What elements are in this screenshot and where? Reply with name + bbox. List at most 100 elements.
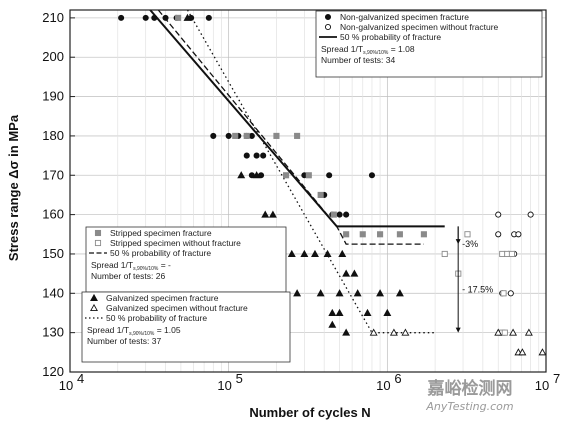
legend-label: Galvanized specimen fracture <box>106 293 219 303</box>
y-tick-label: 140 <box>42 285 64 300</box>
y-tick-label: 180 <box>42 128 64 143</box>
legend-box <box>85 226 287 293</box>
legend-box <box>315 10 543 78</box>
point-series-5 <box>401 328 410 336</box>
legend-tests: Number of tests: 34 <box>321 55 395 65</box>
data-points <box>118 13 547 356</box>
legend-label: 50 % probability of fracture <box>340 32 441 42</box>
point-series-0 <box>151 14 158 21</box>
point-series-4 <box>328 308 337 316</box>
point-series-0 <box>336 211 343 218</box>
point-series-3 <box>508 250 515 258</box>
point-series-4 <box>342 328 351 336</box>
point-series-4 <box>338 249 347 257</box>
point-series-0 <box>326 172 333 179</box>
point-series-3 <box>441 250 448 258</box>
point-series-0 <box>260 152 267 159</box>
point-series-0 <box>253 152 260 159</box>
point-series-2 <box>420 231 427 238</box>
y-tick-label: 120 <box>42 364 64 379</box>
point-series-0 <box>248 132 255 139</box>
point-series-4 <box>383 308 392 316</box>
legend-spread: Spread 1/Ts,90%/10% = - <box>91 260 171 272</box>
point-series-4 <box>183 13 192 21</box>
legend-marker <box>90 293 98 302</box>
point-series-1 <box>495 211 502 218</box>
point-series-5 <box>494 328 503 336</box>
point-series-2 <box>359 231 366 238</box>
watermark-cn: 嘉峪检测网 <box>427 378 513 399</box>
y-tick-label: 170 <box>42 167 64 182</box>
x-tick-exponent: 6 <box>394 371 401 386</box>
point-series-4 <box>353 289 362 297</box>
point-series-0 <box>162 14 169 21</box>
probability-line-stripped <box>157 9 424 245</box>
point-series-1 <box>507 290 514 297</box>
point-series-1 <box>495 231 502 238</box>
point-series-2 <box>232 132 239 139</box>
point-series-0 <box>210 132 217 139</box>
x-tick-label: 10 <box>376 378 390 393</box>
probability-lines <box>149 9 445 334</box>
x-tick-label: 10 <box>217 378 231 393</box>
legend-box <box>81 291 291 363</box>
y-tick-label: 160 <box>42 207 64 222</box>
point-series-4 <box>335 308 344 316</box>
point-series-3 <box>499 250 506 258</box>
y-tick-label: 150 <box>42 246 64 261</box>
point-series-2 <box>243 132 250 139</box>
watermark-en: AnyTesting.com <box>425 400 513 413</box>
y-tick-label: 210 <box>42 10 64 25</box>
point-series-5 <box>509 328 518 336</box>
legend-spread: Spread 1/Ts,90%/10% = 1.05 <box>87 325 181 337</box>
legend-tests: Number of tests: 26 <box>91 271 165 281</box>
point-series-2 <box>330 211 337 218</box>
point-series-0 <box>118 14 125 21</box>
x-tick-exponent: 7 <box>553 371 560 386</box>
point-series-4 <box>363 308 372 316</box>
plot-frame <box>69 9 547 373</box>
y-axis-label: Stress range Δσ in MPa <box>6 114 21 261</box>
legend-label: Non-galvanized specimen without fracture <box>340 22 499 32</box>
x-tick-label: 10 <box>535 378 549 393</box>
point-series-4 <box>342 269 351 277</box>
y-tick-labels: 120 130 140 150 160 170 180 190 200 210 <box>42 10 75 379</box>
legend-spread: Spread 1/Ts,90%/10% = 1.08 <box>321 44 415 56</box>
x-tick-label: 10 <box>59 378 73 393</box>
watermark: 嘉峪检测网 AnyTesting.com <box>425 378 513 413</box>
point-series-0 <box>343 211 350 218</box>
point-series-0 <box>225 132 232 139</box>
point-series-4 <box>335 289 344 297</box>
point-series-3 <box>500 290 507 297</box>
point-series-4 <box>252 171 261 179</box>
x-tick-labels: 10 4 10 5 10 6 10 7 <box>59 371 560 393</box>
annotation-arrowhead <box>455 327 461 333</box>
legend-marker <box>94 229 102 237</box>
point-series-5 <box>538 348 547 356</box>
point-series-0 <box>142 14 149 21</box>
point-series-4 <box>261 210 270 218</box>
legend-top-right: Non-galvanized specimen fractureNon-galv… <box>315 10 543 78</box>
point-series-4 <box>328 320 337 328</box>
legend-label: Stripped specimen fracture <box>110 228 212 238</box>
point-series-2 <box>396 231 403 238</box>
point-series-2 <box>305 172 312 179</box>
point-series-4 <box>287 249 296 257</box>
point-series-4 <box>311 249 319 257</box>
legend-label: Non-galvanized specimen fracture <box>340 12 469 22</box>
legend-label: Galvanized specimen without fracture <box>106 303 248 313</box>
y-tick-label: 130 <box>42 325 64 340</box>
point-series-5 <box>389 328 398 336</box>
y-tick-label: 200 <box>42 49 64 64</box>
point-series-4 <box>293 289 302 297</box>
point-series-0 <box>205 14 212 21</box>
annotation-label: -3% <box>462 239 478 249</box>
point-series-2 <box>294 132 301 139</box>
legends: Non-galvanized specimen fractureNon-galv… <box>81 10 543 363</box>
point-series-5 <box>524 328 533 336</box>
legend-marker <box>324 23 332 31</box>
point-series-2 <box>377 231 384 238</box>
